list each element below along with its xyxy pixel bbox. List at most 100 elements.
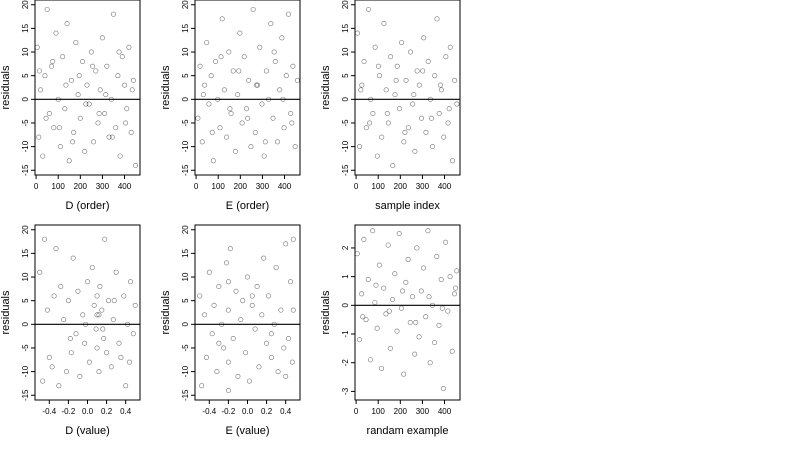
- data-point: [204, 40, 210, 46]
- data-point: [379, 134, 385, 140]
- data-point: [274, 139, 280, 145]
- data-point: [44, 307, 50, 313]
- data-point: [290, 236, 296, 242]
- y-tick-label: -10: [21, 365, 30, 377]
- data-point: [240, 298, 246, 304]
- data-point: [84, 82, 90, 88]
- data-point: [233, 288, 239, 294]
- data-point: [96, 111, 102, 117]
- data-point: [110, 11, 116, 17]
- data-point: [216, 283, 222, 289]
- data-point: [416, 82, 422, 88]
- data-point: [76, 73, 82, 79]
- data-point: [53, 30, 59, 36]
- data-point: [451, 291, 457, 297]
- y-tick-label: 20: [341, 0, 350, 9]
- data-point: [359, 82, 365, 88]
- data-point: [236, 68, 242, 74]
- data-point: [199, 383, 205, 389]
- data-point: [93, 68, 99, 74]
- y-tick-label: -5: [181, 344, 190, 352]
- data-point: [56, 383, 62, 389]
- data-point: [287, 279, 293, 285]
- data-point: [219, 16, 225, 22]
- x-tick-label: 400: [438, 182, 452, 191]
- data-point: [104, 350, 110, 356]
- y-tick-label: 15: [341, 23, 350, 32]
- data-point: [214, 369, 220, 375]
- data-point: [237, 30, 243, 36]
- y-tick-label: -3: [341, 387, 350, 395]
- data-point: [133, 163, 139, 169]
- data-point: [283, 73, 289, 79]
- data-point: [226, 49, 232, 55]
- data-point: [261, 255, 267, 261]
- y-tick-label: 20: [21, 225, 30, 234]
- data-point: [283, 373, 289, 379]
- plot-frame: [354, 0, 461, 176]
- data-point: [100, 326, 106, 332]
- plot-frame: [194, 0, 301, 176]
- data-point: [363, 125, 369, 131]
- data-point: [96, 312, 102, 318]
- data-point: [436, 111, 442, 117]
- data-point: [95, 120, 101, 126]
- data-point: [91, 139, 97, 145]
- data-point: [46, 354, 52, 360]
- data-point: [125, 321, 131, 327]
- data-point: [116, 49, 122, 55]
- y-tick-label: 0: [21, 97, 30, 102]
- data-point: [453, 285, 459, 291]
- data-point: [259, 101, 265, 107]
- data-point: [127, 279, 133, 285]
- x-tick-label: 100: [372, 182, 386, 191]
- data-point: [279, 35, 285, 41]
- x-tick-label: 100: [212, 182, 226, 191]
- data-point: [386, 308, 392, 314]
- data-point: [232, 148, 238, 154]
- data-point: [238, 317, 244, 323]
- data-point: [56, 125, 62, 131]
- data-point: [99, 35, 105, 41]
- data-point: [275, 369, 281, 375]
- y-tick-label: 15: [181, 248, 190, 257]
- data-point: [286, 336, 292, 342]
- x-tick-label: 0: [34, 182, 39, 191]
- y-axis-label: residuals: [0, 65, 12, 110]
- data-point: [359, 291, 365, 297]
- y-axis-label: residuals: [160, 290, 172, 335]
- y-tick-label: 10: [181, 47, 190, 56]
- data-point: [420, 68, 426, 74]
- data-point: [425, 228, 431, 234]
- data-point: [57, 144, 63, 150]
- data-point: [286, 11, 292, 17]
- data-point: [432, 340, 438, 346]
- x-tick-label: -0.4: [42, 407, 56, 416]
- data-point: [375, 63, 381, 69]
- data-point: [68, 350, 74, 356]
- data-point: [36, 134, 42, 140]
- data-point: [206, 101, 212, 107]
- data-point: [58, 283, 64, 289]
- x-tick-label: 200: [394, 182, 408, 191]
- x-tick-label: 0.4: [280, 407, 292, 416]
- x-axis-label: D (value): [65, 425, 110, 437]
- data-point: [372, 44, 378, 50]
- data-point: [374, 153, 380, 159]
- data-point: [249, 293, 255, 299]
- y-tick-label: 0: [341, 303, 350, 308]
- data-point: [290, 63, 296, 69]
- data-point: [374, 325, 380, 331]
- y-tick-label: -5: [341, 119, 350, 127]
- data-point: [449, 348, 455, 354]
- data-point: [354, 30, 360, 36]
- chart-panel-3: 0 100 200 300 400 -15 -10 -5 0 5 10 15 20 sample inde…: [320, 0, 461, 212]
- data-point: [392, 271, 398, 277]
- data-point: [91, 302, 97, 308]
- data-point: [425, 58, 431, 64]
- data-point: [210, 158, 216, 164]
- data-point: [358, 87, 364, 93]
- data-point: [224, 134, 230, 140]
